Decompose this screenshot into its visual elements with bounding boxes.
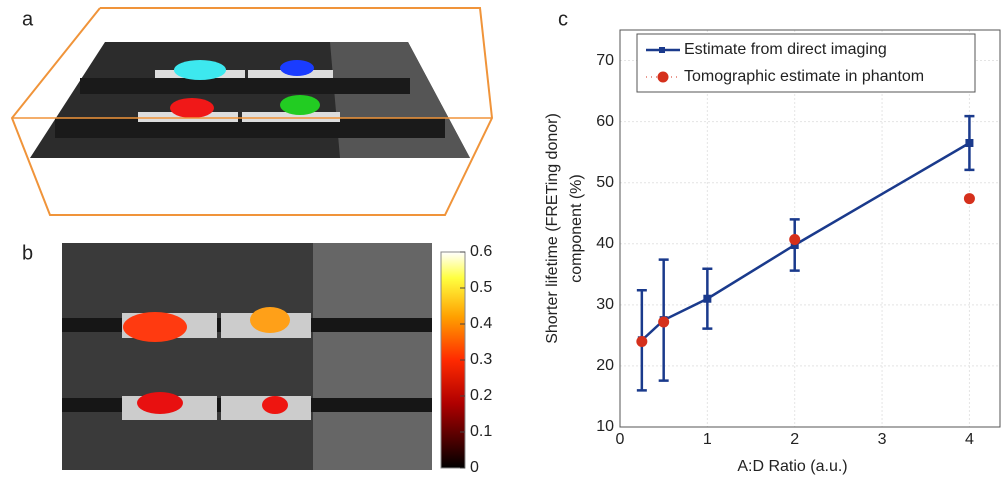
colorbar-tick-label: 0.2 — [470, 387, 492, 404]
x-tick-label: 1 — [703, 431, 712, 448]
legend-label: Estimate from direct imaging — [684, 41, 887, 58]
data-point — [636, 335, 648, 347]
x-tick-label: 4 — [965, 431, 974, 448]
panel-label: b — [22, 242, 33, 264]
legend-label: Tomographic estimate in phantom — [684, 68, 924, 85]
data-point — [658, 316, 670, 328]
legend-swatch — [657, 71, 669, 83]
colorbar-tick-label: 0.5 — [470, 279, 492, 296]
data-point — [963, 193, 975, 205]
colorbar-tick-label: 0.6 — [470, 243, 492, 260]
y-tick-label: 60 — [596, 113, 614, 130]
data-point — [789, 233, 801, 245]
panel-a-image — [10, 7, 494, 216]
colorbar-tick-label: 0.1 — [470, 423, 492, 440]
legend-swatch — [659, 47, 665, 53]
legend-box — [636, 33, 976, 93]
y-tick-label: 10 — [596, 418, 614, 435]
y-tick-label: 20 — [596, 357, 614, 374]
y-tick-label: 70 — [596, 52, 614, 69]
x-tick-label: 3 — [878, 431, 887, 448]
x-tick-label: 2 — [790, 431, 799, 448]
panel-label: a — [22, 8, 34, 30]
colorbar-tick-label: 0.4 — [470, 315, 492, 332]
y-tick-label: 30 — [596, 296, 614, 313]
colorbar-tick-label: 0.3 — [470, 351, 492, 368]
y-axis-label: Shorter lifetime (FRETing donor) — [544, 113, 561, 344]
panel-label: c — [558, 8, 568, 30]
x-axis-label: A:D Ratio (a.u.) — [737, 458, 847, 475]
colorbar-tick-label: 0 — [470, 459, 479, 476]
y-tick-label: 50 — [596, 174, 614, 191]
x-tick-label: 0 — [616, 431, 625, 448]
data-line — [640, 141, 971, 342]
data-marker — [965, 138, 974, 147]
y-axis-label: component (%) — [568, 174, 585, 283]
y-tick-label: 40 — [596, 235, 614, 252]
plot-frame — [619, 29, 1001, 428]
panel-b-image — [62, 243, 432, 470]
data-marker — [703, 294, 712, 303]
